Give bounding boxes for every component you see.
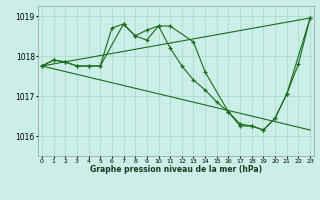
X-axis label: Graphe pression niveau de la mer (hPa): Graphe pression niveau de la mer (hPa) [90, 165, 262, 174]
